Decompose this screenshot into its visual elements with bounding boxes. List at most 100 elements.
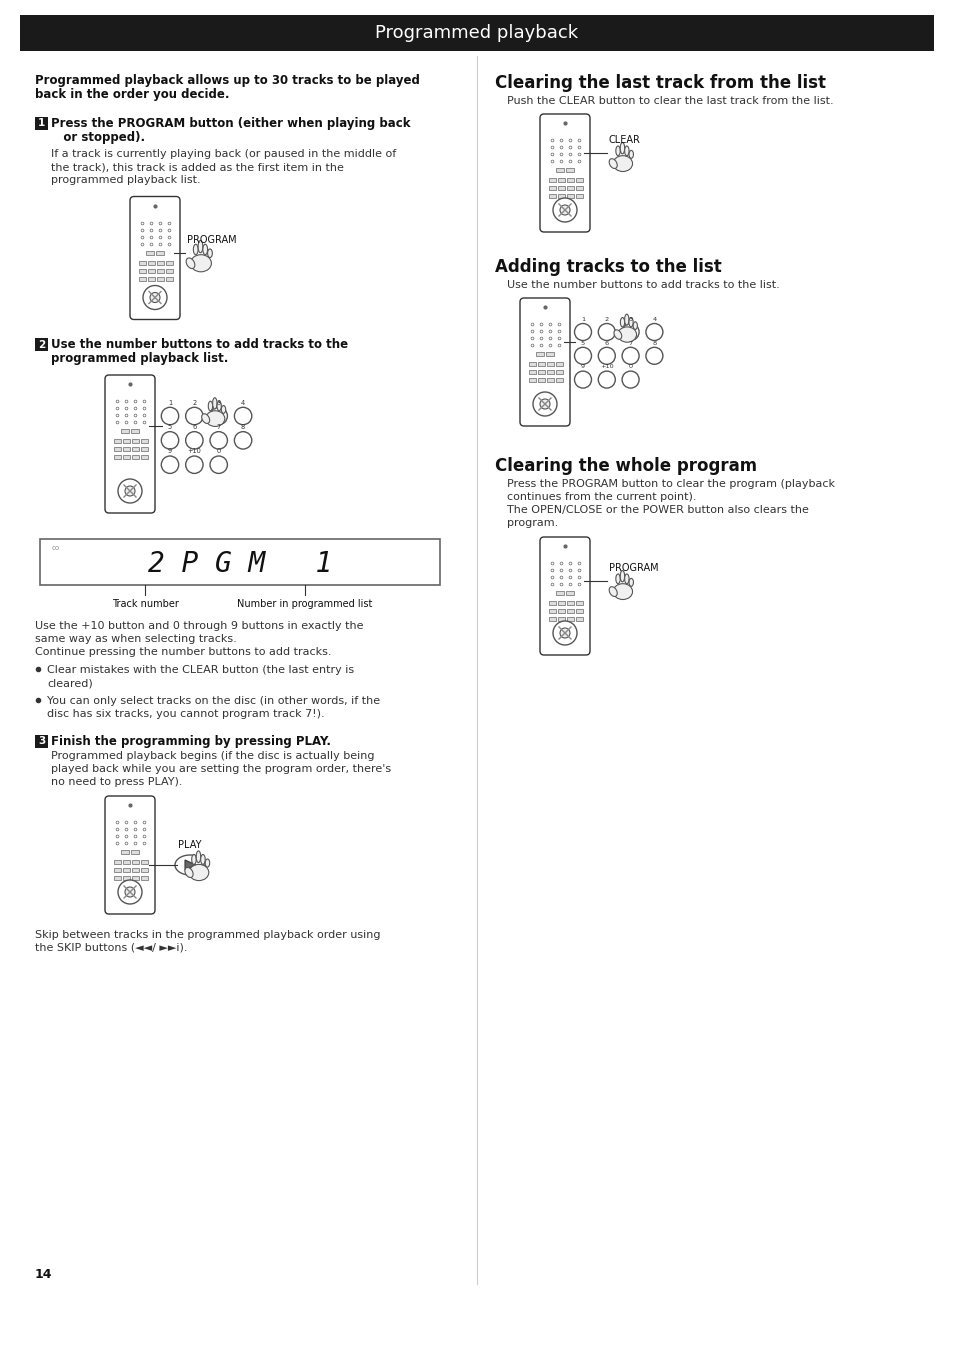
FancyBboxPatch shape (130, 197, 180, 320)
Bar (35, 735, 48, 747)
Bar (157, 277, 164, 281)
Text: 2: 2 (604, 317, 608, 322)
Text: +10: +10 (187, 448, 201, 455)
Ellipse shape (198, 240, 203, 252)
Text: 7: 7 (216, 424, 220, 430)
Bar (529, 370, 536, 374)
Polygon shape (185, 861, 195, 870)
Bar (40, 540, 439, 585)
Bar (576, 194, 582, 198)
Text: 6: 6 (193, 424, 196, 430)
Bar (576, 178, 582, 182)
Text: played back while you are setting the program order, there's: played back while you are setting the pr… (51, 764, 391, 774)
Text: programmed playback list.: programmed playback list. (51, 175, 200, 185)
Bar (558, 602, 564, 604)
Text: Programmed playback begins (if the disc is actually being: Programmed playback begins (if the disc … (51, 751, 375, 761)
Ellipse shape (609, 159, 617, 169)
Bar (35, 117, 48, 130)
Ellipse shape (616, 146, 619, 155)
Circle shape (621, 324, 639, 340)
Text: the track), this track is added as the first item in the: the track), this track is added as the f… (51, 162, 343, 173)
Ellipse shape (618, 326, 636, 343)
Bar (141, 438, 148, 442)
Ellipse shape (539, 399, 550, 409)
Bar (537, 370, 544, 374)
Ellipse shape (213, 398, 216, 409)
Text: 6: 6 (604, 340, 608, 345)
Ellipse shape (196, 851, 200, 862)
Text: If a track is currently playing back (or paused in the middle of: If a track is currently playing back (or… (51, 148, 395, 159)
Bar (156, 251, 164, 255)
Bar (537, 362, 544, 366)
Bar (556, 591, 563, 595)
Text: Programmed playback allows up to 30 tracks to be played: Programmed playback allows up to 30 trac… (35, 74, 419, 86)
Ellipse shape (624, 575, 628, 584)
Text: co: co (52, 545, 60, 550)
Bar (123, 447, 130, 451)
Bar (132, 867, 139, 871)
Text: back in the order you decide.: back in the order you decide. (35, 88, 230, 101)
Bar (132, 861, 139, 863)
Text: Programmed playback: Programmed playback (375, 24, 578, 42)
Bar (132, 455, 139, 459)
Text: 0: 0 (628, 364, 632, 370)
Text: 4: 4 (652, 317, 656, 322)
Circle shape (186, 456, 203, 473)
Bar (546, 378, 554, 382)
Ellipse shape (614, 329, 621, 340)
Text: or stopped).: or stopped). (51, 131, 145, 144)
Bar (545, 352, 554, 356)
Text: no need to press PLAY).: no need to press PLAY). (51, 777, 182, 786)
Bar (548, 178, 556, 182)
Bar (148, 260, 154, 264)
Circle shape (645, 347, 662, 364)
Ellipse shape (619, 571, 624, 581)
Circle shape (598, 371, 615, 389)
Ellipse shape (200, 854, 205, 865)
Circle shape (598, 347, 615, 364)
Bar (131, 429, 139, 433)
Circle shape (210, 407, 227, 425)
Text: Press the PROGRAM button to clear the program (playback: Press the PROGRAM button to clear the pr… (506, 479, 834, 488)
Circle shape (234, 432, 252, 449)
Text: Finish the programming by pressing PLAY.: Finish the programming by pressing PLAY. (51, 735, 331, 747)
Circle shape (161, 456, 178, 473)
FancyBboxPatch shape (539, 537, 589, 656)
Text: same way as when selecting tracks.: same way as when selecting tracks. (35, 634, 236, 643)
Text: the SKIP buttons (◄◄/ ►►i).: the SKIP buttons (◄◄/ ►►i). (35, 943, 188, 952)
Bar (113, 867, 121, 871)
Text: Use the number buttons to add tracks to the: Use the number buttons to add tracks to … (51, 339, 348, 351)
Text: 1: 1 (38, 119, 45, 128)
Ellipse shape (201, 414, 210, 424)
Ellipse shape (174, 855, 205, 876)
Text: Clearing the whole program: Clearing the whole program (495, 457, 757, 475)
Bar (141, 867, 148, 871)
Bar (146, 251, 153, 255)
Bar (558, 608, 564, 612)
Bar (558, 178, 564, 182)
Ellipse shape (628, 317, 633, 326)
Circle shape (210, 432, 227, 449)
Text: PLAY: PLAY (178, 840, 201, 850)
Ellipse shape (208, 401, 213, 411)
Bar (139, 268, 146, 272)
Text: Use the number buttons to add tracks to the list.: Use the number buttons to add tracks to … (506, 281, 779, 290)
Ellipse shape (624, 146, 628, 155)
Bar (556, 362, 562, 366)
FancyBboxPatch shape (105, 375, 154, 513)
Text: 0: 0 (216, 448, 220, 455)
Bar (131, 850, 139, 854)
Bar (546, 370, 554, 374)
Bar (141, 876, 148, 880)
Ellipse shape (143, 286, 167, 309)
Circle shape (621, 371, 639, 389)
Circle shape (574, 371, 591, 389)
Bar (566, 178, 574, 182)
Bar (139, 260, 146, 264)
Circle shape (210, 456, 227, 473)
Circle shape (186, 407, 203, 425)
Bar (166, 268, 172, 272)
Text: 7: 7 (628, 340, 632, 345)
Bar (121, 429, 129, 433)
Ellipse shape (553, 198, 577, 223)
